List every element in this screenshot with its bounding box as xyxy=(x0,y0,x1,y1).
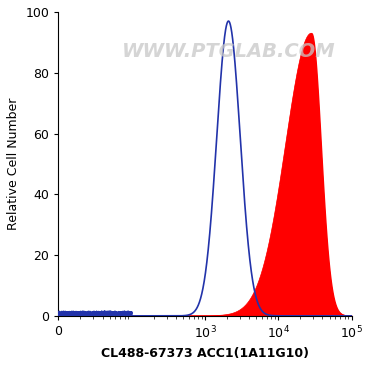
Y-axis label: Relative Cell Number: Relative Cell Number xyxy=(7,98,20,230)
X-axis label: CL488-67373 ACC1(1A11G10): CL488-67373 ACC1(1A11G10) xyxy=(101,347,309,360)
Text: WWW.PTGLAB.COM: WWW.PTGLAB.COM xyxy=(122,42,335,61)
